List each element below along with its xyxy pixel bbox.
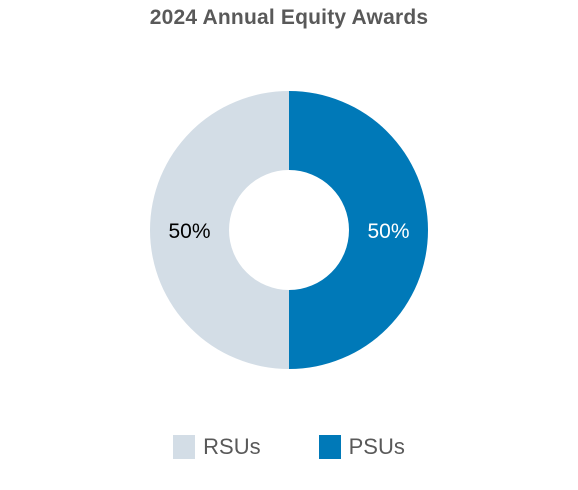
legend-item-rsus: RSUs bbox=[173, 434, 261, 460]
legend-swatch-rsus bbox=[173, 435, 196, 459]
legend-item-psus: PSUs bbox=[318, 434, 405, 460]
chart-title: 2024 Annual Equity Awards bbox=[149, 6, 429, 29]
donut-slice-rsus bbox=[150, 91, 289, 369]
chart-legend: RSUs PSUs bbox=[0, 434, 578, 460]
legend-label-psus: PSUs bbox=[348, 434, 405, 459]
slice-label-rsus: 50% bbox=[168, 220, 210, 243]
legend-swatch-psus bbox=[318, 435, 341, 459]
legend-label-rsus: RSUs bbox=[203, 434, 261, 459]
donut-slice-psus bbox=[289, 91, 428, 369]
slice-label-psus: 50% bbox=[367, 220, 409, 243]
